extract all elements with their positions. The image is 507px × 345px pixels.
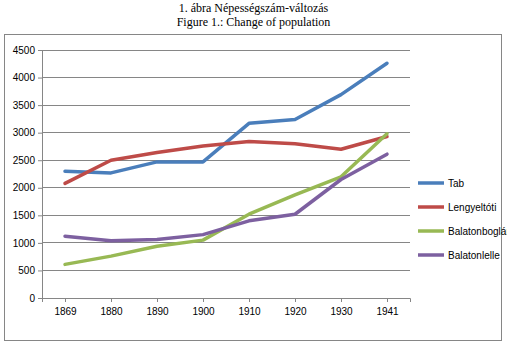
x-tick-label: 1869	[54, 306, 77, 317]
y-axis-line	[38, 51, 43, 299]
legend-label: Tab	[448, 178, 465, 189]
y-tick-mark	[38, 78, 42, 79]
y-tick: 3000	[13, 127, 42, 138]
x-tick: 1920	[284, 298, 307, 317]
x-tick-mark	[65, 298, 66, 302]
y-tick-label: 4000	[13, 72, 36, 83]
x-tick: 1890	[146, 298, 169, 317]
legend-label: Lengyeltóti	[448, 202, 496, 213]
grid-line	[42, 50, 410, 51]
y-tick: 1500	[13, 210, 42, 221]
grid-line	[42, 270, 410, 271]
y-tick-mark	[38, 298, 42, 299]
x-tick-mark	[203, 298, 204, 302]
plot-area	[65, 63, 387, 264]
subtitle: Figure 1.: Change of population	[177, 15, 331, 29]
y-tick-mark	[38, 188, 42, 189]
y-tick-mark	[38, 243, 42, 244]
x-tick-mark	[111, 298, 112, 302]
y-tick-label: 1500	[13, 210, 36, 221]
x-tick: 1880	[100, 298, 123, 317]
y-tick: 2500	[13, 155, 42, 166]
x-tick: 1941	[376, 298, 399, 317]
grid-line	[42, 160, 410, 161]
x-tick-mark	[157, 298, 158, 302]
y-tick-label: 3000	[13, 127, 36, 138]
title: 1. ábra Népességszám-változás	[179, 1, 329, 15]
series-line	[65, 154, 387, 241]
legend-swatch	[418, 229, 444, 233]
x-tick-label: 1910	[238, 306, 261, 317]
y-tick-label: 2000	[13, 182, 36, 193]
y-tick: 2000	[13, 182, 42, 193]
x-tick-mark	[249, 298, 250, 302]
x-tick-label: 1900	[192, 306, 215, 317]
x-axis-line	[43, 299, 411, 303]
y-tick-label: 3500	[13, 100, 36, 111]
y-tick-mark	[38, 105, 42, 106]
y-tick-label: 0	[29, 293, 35, 304]
y-tick: 3500	[13, 100, 42, 111]
y-tick: 500	[18, 265, 42, 276]
y-tick-mark	[38, 160, 42, 161]
y-tick-mark	[38, 133, 42, 134]
y-tick-label: 4500	[13, 45, 36, 56]
x-tick: 1869	[54, 298, 77, 317]
x-tick-label: 1880	[100, 306, 123, 317]
grid-line	[42, 215, 410, 216]
grid-line	[42, 242, 410, 243]
y-tick-mark	[38, 50, 42, 51]
legend: Tab Lengyeltóti Balatonboglár Balatonlelle	[418, 178, 507, 261]
y-tick-mark	[38, 270, 42, 271]
grid-line	[42, 77, 410, 78]
x-tick-label: 1930	[330, 306, 353, 317]
grid-line	[42, 132, 410, 133]
y-tick-label: 500	[18, 265, 35, 276]
legend-label: Balatonboglár	[448, 226, 507, 237]
grid-line	[42, 187, 410, 188]
y-tick: 4500	[13, 45, 42, 56]
x-tick-label: 1920	[284, 306, 307, 317]
x-tick-mark	[341, 298, 342, 302]
y-tick-label: 2500	[13, 155, 36, 166]
series-line	[65, 63, 387, 173]
grid	[42, 50, 410, 298]
y-tick: 0	[29, 293, 42, 304]
x-tick-label: 1941	[376, 306, 399, 317]
x-axis: 1869 1880 1890 1900 1910 1920 1930 1941	[43, 298, 411, 317]
y-tick-label: 1000	[13, 238, 36, 249]
x-tick: 1910	[238, 298, 261, 317]
y-tick-mark	[38, 215, 42, 216]
x-tick: 1900	[192, 298, 215, 317]
y-tick: 1000	[13, 238, 42, 249]
x-tick: 1930	[330, 298, 353, 317]
legend-swatch	[418, 253, 444, 257]
grid-line	[42, 105, 410, 106]
legend-swatch	[418, 205, 444, 209]
x-tick-label: 1890	[146, 306, 169, 317]
chart: 1. ábra Népességszám-változásFigure 1.: …	[0, 0, 507, 345]
y-axis: 0 500 1000 1500 2000 2500 3000 3500 4000 4500	[13, 45, 43, 304]
legend-label: Balatonlelle	[448, 250, 500, 261]
y-tick: 4000	[13, 72, 42, 83]
x-tick-mark	[387, 298, 388, 302]
series-line	[65, 134, 387, 265]
chart-frame	[5, 35, 502, 341]
x-tick-mark	[295, 298, 296, 302]
legend-swatch	[418, 181, 444, 185]
